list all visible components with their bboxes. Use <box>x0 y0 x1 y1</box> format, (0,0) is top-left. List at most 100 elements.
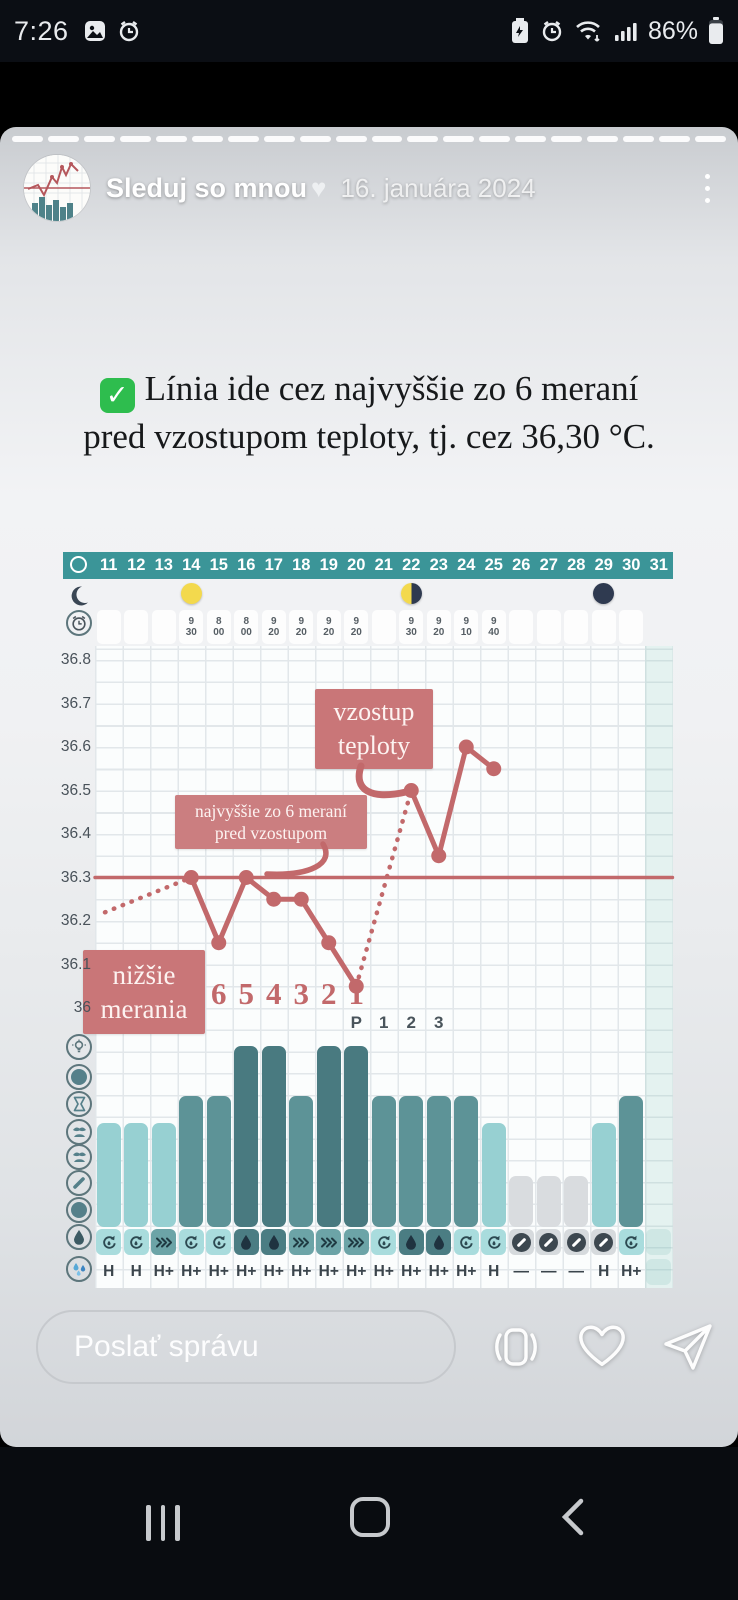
measurement-time: 9 40 <box>488 616 500 638</box>
refresh-droplet-icon <box>618 1229 644 1255</box>
progress-segment <box>155 136 187 142</box>
recents-button[interactable] <box>140 1499 186 1547</box>
time-cell <box>591 610 616 644</box>
chevrons-icon <box>316 1229 342 1255</box>
progress-segment <box>479 136 511 142</box>
progress-segment <box>263 136 295 142</box>
refresh-droplet-icon <box>206 1229 232 1255</box>
drop-icon <box>261 1229 287 1255</box>
measurement-time: 9 20 <box>433 616 445 638</box>
intensity-value: H+ <box>236 1263 257 1280</box>
day-label: 30 <box>622 556 641 574</box>
intensity-value: H <box>130 1263 142 1280</box>
day-label: 24 <box>457 556 476 574</box>
refresh-droplet-icon <box>481 1229 507 1255</box>
time-cell <box>564 610 589 644</box>
time-cell <box>619 610 644 644</box>
alarm-icon <box>117 19 141 43</box>
activity-bar <box>151 1123 176 1227</box>
progress-segment <box>227 136 259 142</box>
count-back-number: 6 <box>211 976 227 1011</box>
refresh-droplet-icon <box>453 1229 479 1255</box>
day-label: 14 <box>182 556 201 574</box>
y-axis-label: 36.4 <box>60 825 91 842</box>
progress-segment <box>587 136 619 142</box>
heart-icon[interactable] <box>576 1321 628 1373</box>
peak-day-label: 2 <box>406 1013 416 1032</box>
back-button[interactable] <box>552 1495 596 1539</box>
filled-circle-icon <box>66 1197 92 1223</box>
story-header: Sleduj so mnou ♥ 16. januára 2024 <box>24 153 720 223</box>
peak-day-label: 3 <box>434 1013 444 1032</box>
measurement-time: 8 00 <box>240 616 252 638</box>
intensity-value: H <box>598 1263 610 1280</box>
intensity-value: — <box>541 1263 557 1280</box>
day-label: 15 <box>209 556 228 574</box>
reshare-icon[interactable] <box>490 1321 542 1373</box>
y-axis-label: 36.2 <box>60 912 91 929</box>
time-cell <box>509 610 534 644</box>
battery-icon <box>708 17 724 45</box>
progress-segment <box>551 136 583 142</box>
progress-segment <box>12 136 43 142</box>
intensity-value: — <box>513 1263 530 1280</box>
time-cell <box>399 610 424 644</box>
story-date: 16. januára 2024 <box>340 172 536 203</box>
android-nav-bar <box>0 1447 738 1600</box>
count-back-number: 4 <box>266 976 282 1011</box>
empty-cell <box>646 1259 672 1285</box>
send-icon[interactable] <box>662 1321 714 1373</box>
pencil-icon <box>66 1170 92 1196</box>
day-label: 28 <box>567 556 586 574</box>
avatar[interactable] <box>24 155 90 221</box>
lightbulb-icon <box>66 1034 92 1060</box>
intensity-value: H+ <box>208 1263 229 1280</box>
home-button[interactable] <box>350 1497 390 1537</box>
wifi-icon <box>574 18 604 44</box>
activity-bar <box>289 1096 314 1227</box>
day-label: 11 <box>100 556 118 574</box>
time-cell <box>124 610 149 644</box>
progress-segment <box>515 136 547 142</box>
crossed-circle-icon <box>508 1229 534 1255</box>
activity-bar <box>234 1046 259 1227</box>
measurement-time: 8 00 <box>213 616 225 638</box>
day-label: 29 <box>594 556 613 574</box>
reply-bar <box>0 1305 738 1389</box>
intensity-value: H+ <box>263 1263 284 1280</box>
y-axis-label: 36 <box>73 999 91 1016</box>
kebab-menu-icon[interactable] <box>695 166 720 211</box>
caption-line2: pred vzostupom teploty, tj. cez 36,30 °C… <box>83 417 655 456</box>
time-cell <box>316 610 341 644</box>
progress-segment <box>443 136 475 142</box>
progress-segment <box>83 136 115 142</box>
message-input[interactable] <box>36 1310 456 1384</box>
hourglass-icon <box>66 1091 92 1117</box>
day-label: 25 <box>484 556 503 574</box>
measurement-time: 9 20 <box>295 616 307 638</box>
activity-bar <box>316 1046 341 1227</box>
empty-cell <box>646 1229 672 1255</box>
day-label: 27 <box>539 556 558 574</box>
white-heart-icon: ♥ <box>311 172 327 203</box>
progress-segment <box>299 136 331 142</box>
activity-bar <box>179 1096 204 1227</box>
day-label: 12 <box>127 556 146 574</box>
time-cell <box>151 610 176 644</box>
refresh-droplet-icon <box>371 1229 397 1255</box>
time-cell <box>289 610 314 644</box>
gallery-icon <box>83 19 107 43</box>
day-label: 16 <box>237 556 256 574</box>
time-cell <box>481 610 506 644</box>
check-mark-icon: ✓ <box>99 378 135 413</box>
moon-icon <box>66 582 92 608</box>
username[interactable]: Sleduj so mnou <box>106 172 308 203</box>
time-cell <box>206 610 231 644</box>
activity-bar <box>509 1176 534 1227</box>
intensity-value: — <box>568 1263 585 1280</box>
count-back-number: 5 <box>238 976 255 1011</box>
activity-bar <box>261 1046 286 1227</box>
measurement-time: 9 20 <box>323 616 335 638</box>
activity-bar <box>536 1176 561 1227</box>
chevrons-icon <box>288 1229 314 1255</box>
